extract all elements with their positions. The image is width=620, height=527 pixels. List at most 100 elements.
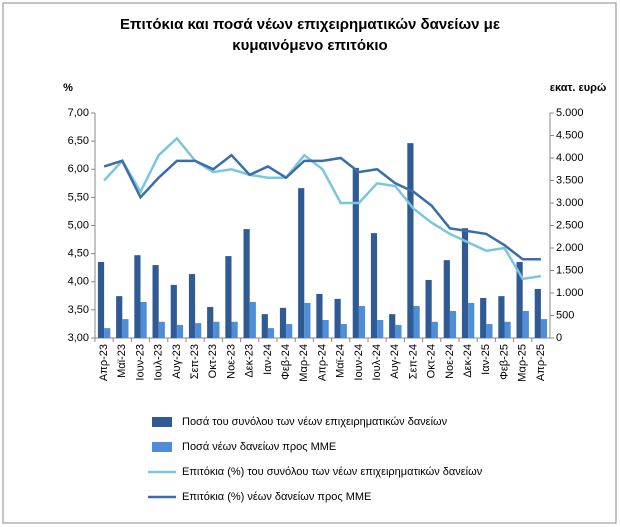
bar: [304, 302, 311, 338]
bar: [267, 328, 275, 338]
legend-label: Ποσά του συνόλου των νέων επιχειρηματικώ…: [182, 416, 448, 428]
x-tick-label: Νοε-24: [444, 344, 456, 379]
x-tick-label: Φεβ-24: [280, 344, 292, 380]
bar: [431, 321, 438, 338]
y2-tick-label: 1.000: [556, 287, 584, 299]
bar: [322, 320, 329, 338]
bar: [158, 321, 165, 338]
y2-tick-label: 4.000: [556, 152, 584, 164]
y2-tick-label: 500: [556, 309, 574, 321]
x-tick-label: Αυγ-24: [389, 344, 401, 379]
x-tick-label: Οκτ-24: [426, 344, 438, 378]
y-axis-label: %: [63, 82, 73, 94]
y-tick-label: 6,50: [68, 135, 89, 147]
x-tick-label: Ιαν-24: [262, 344, 274, 375]
bar: [334, 298, 341, 338]
y-tick-label: 5,00: [68, 219, 89, 231]
chart-title: Επιτόκια και ποσά νέων επιχειρηματικών δ…: [120, 16, 500, 33]
bar: [370, 233, 378, 338]
x-tick-label: Απρ-24: [316, 344, 328, 381]
y2-tick-label: 4.500: [556, 129, 584, 141]
bar: [449, 311, 457, 338]
legend-label: Επιτόκια (%) νέων δανείων προς ΜΜΕ: [182, 491, 371, 503]
y2-tick-label: 2.500: [556, 219, 584, 231]
y-tick-label: 3,00: [68, 332, 89, 344]
bar: [534, 288, 541, 338]
chart-title: κυμαινόμενο επιτόκιο: [232, 37, 387, 54]
x-tick-label: Ιουλ-23: [153, 344, 165, 381]
y-tick-label: 4,50: [68, 248, 89, 260]
x-tick-label: Ιουν-24: [353, 344, 365, 381]
bar: [249, 302, 256, 338]
x-tick-label: Απρ-23: [98, 344, 110, 381]
bar: [389, 314, 396, 338]
y2-axis-label: εκατ. ευρώ: [550, 82, 607, 94]
bar: [340, 324, 347, 338]
bar: [298, 188, 305, 338]
legend-swatch: [152, 417, 172, 427]
bar: [407, 143, 414, 338]
y2-tick-label: 3.000: [556, 197, 584, 209]
bar: [116, 296, 123, 338]
y-tick-label: 5,50: [68, 191, 89, 203]
y-tick-label: 7,00: [68, 107, 89, 119]
y2-tick-label: 1.500: [556, 264, 584, 276]
bar: [498, 296, 505, 338]
bar: [504, 321, 511, 338]
bar: [176, 324, 184, 338]
x-tick-label: Δεκ-24: [462, 344, 474, 378]
bar: [97, 261, 105, 338]
bar: [443, 260, 450, 338]
y2-tick-label: 3.500: [556, 174, 584, 186]
bar: [377, 320, 384, 338]
y-tick-label: 4,00: [68, 276, 89, 288]
x-tick-label: Μαϊ-23: [116, 344, 128, 378]
bar: [522, 311, 529, 338]
x-tick-label: Ιουν-23: [134, 344, 146, 381]
legend-label: Ποσά νέων δανείων προς ΜΜΕ: [182, 441, 336, 453]
bar: [461, 228, 469, 338]
bar: [170, 284, 177, 338]
bar: [480, 297, 487, 338]
x-tick-label: Δεκ-23: [244, 344, 256, 378]
bar: [152, 265, 159, 338]
bar: [286, 324, 293, 338]
bar: [134, 255, 141, 338]
bar: [516, 261, 523, 338]
x-tick-label: Νοε-23: [225, 344, 237, 379]
x-tick-label: Μαρ-25: [517, 344, 529, 382]
bar: [261, 314, 268, 338]
x-tick-label: Οκτ-23: [207, 344, 219, 378]
y-tick-label: 6,00: [68, 163, 89, 175]
bar: [279, 307, 287, 338]
legend-swatch: [152, 442, 172, 452]
line: [103, 136, 542, 281]
x-tick-label: Φεβ-25: [498, 344, 510, 380]
x-tick-label: Απρ-25: [535, 344, 547, 381]
bar: [225, 256, 232, 338]
bar: [316, 293, 323, 338]
x-tick-label: Ιαν-25: [480, 344, 492, 375]
bar: [468, 302, 475, 338]
bar: [104, 328, 111, 338]
bar: [195, 323, 202, 338]
bar: [122, 319, 129, 338]
bar: [140, 302, 147, 338]
x-tick-label: Αυγ-23: [171, 344, 183, 379]
bar: [207, 306, 214, 338]
bar: [540, 319, 548, 338]
line: [103, 153, 541, 261]
y-tick-label: 3,50: [68, 304, 89, 316]
x-tick-label: Σεπ-24: [407, 344, 419, 379]
bar: [486, 324, 493, 338]
bar: [358, 306, 366, 338]
bar: [352, 167, 359, 338]
bar: [413, 306, 420, 338]
x-tick-label: Ιουλ-24: [371, 344, 383, 381]
x-tick-label: Μαρ-24: [298, 344, 310, 382]
y2-tick-label: 5.000: [556, 107, 584, 119]
y2-tick-label: 0: [556, 332, 562, 344]
legend-label: Επιτόκια (%) του συνόλου των νέων επιχει…: [182, 466, 483, 478]
y2-tick-label: 2.000: [556, 242, 584, 254]
